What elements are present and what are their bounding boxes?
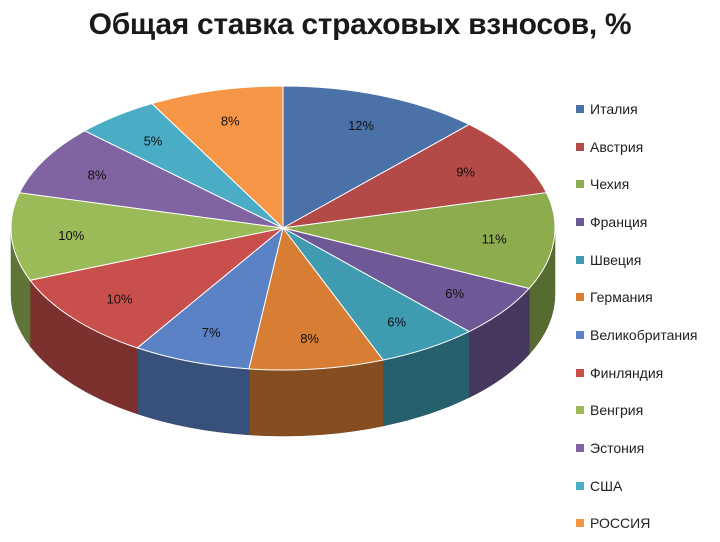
legend-item-7: Финляндия [576, 354, 720, 392]
pie-slice-6 [136, 226, 284, 370]
legend-swatch-7 [576, 368, 584, 377]
legend-item-3: Франция [576, 203, 720, 241]
pie-side-5 [248, 359, 384, 437]
legend-item-8: Венгрия [576, 392, 720, 430]
data-label-3: 6% [445, 286, 464, 301]
data-label-6: 7% [202, 325, 221, 340]
data-label-1: 9% [456, 165, 475, 180]
legend-label-10: США [590, 477, 623, 494]
legend-item-5: Германия [576, 278, 720, 316]
legend-swatch-0 [576, 104, 584, 113]
data-label-7: 10% [107, 292, 133, 307]
pie-sides [10, 227, 556, 437]
legend-item-0: Италия [576, 90, 720, 128]
legend-label-9: Эстония [590, 440, 645, 457]
data-label-5: 8% [300, 331, 319, 346]
legend-swatch-6 [576, 330, 584, 339]
legend-label-3: Франция [590, 213, 648, 230]
pie-slice-5 [248, 226, 385, 371]
legend-label-11: РОССИЯ [590, 515, 651, 532]
legend-label-4: Швеция [590, 251, 642, 268]
legend-swatch-1 [576, 142, 584, 151]
legend-label-0: Италия [590, 100, 638, 117]
legend-swatch-10 [576, 481, 584, 490]
pie-slice-7 [29, 227, 284, 349]
pie-top [10, 85, 556, 371]
data-label-9: 8% [88, 168, 107, 183]
legend-label-2: Чехия [590, 176, 630, 193]
legend-item-1: Австрия [576, 128, 720, 166]
chart-title: Общая ставка страховых взносов, % [88, 8, 632, 41]
data-label-0: 12% [348, 118, 374, 133]
legend-swatch-5 [576, 293, 584, 302]
data-label-8: 10% [58, 228, 84, 243]
legend-swatch-3 [576, 217, 584, 226]
legend-label-7: Финляндия [590, 364, 664, 381]
pie-slice-9 [18, 130, 284, 229]
pie-slice-8 [10, 192, 284, 281]
pie-slice-1 [282, 123, 548, 229]
legend-swatch-9 [576, 444, 584, 453]
legend-label-1: Австрия [590, 138, 644, 155]
legend-item-11: РОССИЯ [576, 505, 720, 542]
legend-swatch-11 [576, 519, 584, 528]
legend-label-6: Великобритания [590, 326, 698, 343]
data-label-10: 5% [144, 133, 163, 148]
chart-legend: Италия Австрия Чехия Франция Швеция Германия В… [576, 90, 720, 542]
legend-item-2: Чехия [576, 165, 720, 203]
pie-slice-0 [282, 85, 471, 229]
legend-item-10: США [576, 467, 720, 505]
legend-swatch-2 [576, 180, 584, 189]
legend-item-9: Эстония [576, 429, 720, 467]
legend-label-8: Венгрия [590, 402, 644, 419]
pie-slice-11 [150, 85, 284, 230]
data-label-4: 6% [387, 315, 406, 330]
legend-swatch-4 [576, 255, 584, 264]
data-label-2: 11% [482, 231, 507, 246]
legend-label-5: Германия [590, 289, 653, 306]
pie-slice-2 [282, 192, 556, 290]
legend-item-6: Великобритания [576, 316, 720, 354]
data-label-11: 8% [221, 114, 240, 129]
legend-swatch-8 [576, 406, 584, 415]
legend-item-4: Швеция [576, 241, 720, 279]
